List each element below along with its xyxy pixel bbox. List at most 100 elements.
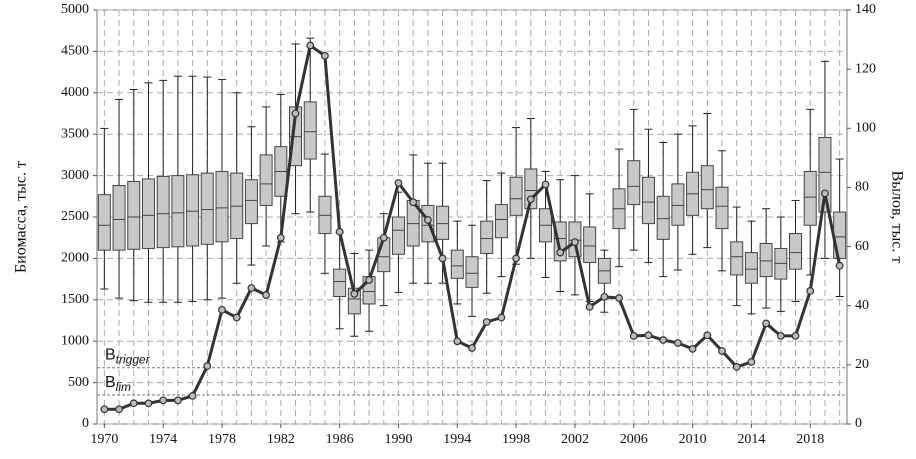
catch-point: [423, 216, 432, 224]
catch-point: [291, 109, 300, 118]
catch-point: [791, 331, 800, 340]
box: [333, 268, 347, 297]
y-tick-label: 0: [82, 416, 89, 431]
y-tick-label: 3000: [61, 168, 89, 183]
box: [641, 176, 655, 225]
catch-point: [379, 233, 388, 242]
y-tick-label: 2500: [61, 209, 89, 224]
y-tick-label: 500: [68, 375, 89, 390]
catch-point: [762, 319, 771, 328]
catch-point: [276, 233, 285, 242]
box: [671, 183, 685, 226]
box: [583, 226, 597, 264]
y2-axis-title: Вылов, тыс. т: [888, 171, 905, 264]
box: [200, 172, 214, 245]
catch-point: [512, 254, 521, 263]
y2-tick-label: 0: [855, 416, 862, 431]
box: [450, 249, 464, 279]
box: [744, 252, 758, 284]
box: [303, 101, 317, 160]
catch-point: [585, 302, 594, 311]
box: [141, 178, 155, 249]
catch-point: [115, 405, 123, 414]
box: [700, 165, 714, 210]
box: [803, 170, 817, 226]
y2-tick-label: 20: [855, 357, 869, 372]
y2-tick-label: 60: [855, 239, 869, 254]
y-tick-label: 1000: [61, 333, 89, 348]
catch-point: [394, 179, 403, 187]
x-tick-label: 1978: [208, 432, 236, 447]
catch-point: [100, 405, 109, 414]
reference-subscript: trigger: [116, 353, 151, 367]
catch-point: [497, 313, 506, 322]
catch-point: [732, 363, 741, 371]
catch-point: [629, 331, 638, 340]
box: [377, 237, 391, 273]
box: [759, 242, 773, 278]
x-tick-label: 1994: [443, 432, 471, 447]
box: [391, 216, 405, 255]
catch-point: [688, 344, 697, 353]
x-tick-label: 2006: [620, 432, 648, 447]
box: [156, 175, 170, 249]
catch-point: [556, 248, 565, 257]
catch-point: [806, 287, 815, 295]
box: [186, 174, 200, 247]
y-axis-title: Биомасса, тыс. т: [13, 161, 30, 273]
x-tick-label: 1974: [149, 432, 177, 447]
y2-tick-label: 120: [855, 61, 876, 76]
catch-point: [526, 195, 535, 204]
catch-point: [262, 291, 271, 299]
box: [436, 205, 450, 240]
reference-symbol: B: [105, 374, 116, 391]
catch-point: [350, 289, 359, 298]
reference-subscript: lim: [116, 380, 131, 394]
catch-point: [144, 399, 153, 408]
x-tick-label: 2018: [796, 432, 824, 447]
catch-point: [673, 339, 682, 347]
catch-point: [453, 337, 462, 346]
catch-point: [659, 336, 668, 344]
catch-point: [615, 294, 623, 302]
y-tick-label: 4000: [61, 85, 89, 100]
catch-point: [247, 284, 256, 292]
y2-tick-label: 100: [855, 121, 876, 136]
x-tick-label: 1970: [90, 432, 118, 447]
y-tick-label: 3500: [61, 126, 89, 141]
y-tick-label: 2000: [61, 251, 89, 266]
catch-point: [188, 392, 197, 400]
box: [715, 186, 729, 230]
x-tick-label: 2010: [679, 432, 707, 447]
x-tick-label: 1982: [267, 432, 295, 447]
catch-point: [203, 362, 212, 370]
box: [171, 175, 185, 248]
y2-tick-label: 140: [855, 2, 876, 17]
x-tick-label: 1998: [502, 432, 530, 447]
box: [789, 233, 803, 270]
y-tick-label: 4500: [61, 44, 89, 59]
box: [215, 170, 229, 243]
x-tick-label: 1986: [326, 432, 354, 447]
catch-point: [776, 331, 785, 340]
catch-point: [173, 396, 182, 405]
catch-point: [218, 305, 226, 314]
box: [494, 204, 508, 239]
catch-point: [365, 276, 373, 284]
catch-point: [600, 292, 609, 301]
catch-point: [306, 41, 315, 50]
y2-tick-label: 40: [855, 298, 869, 313]
box: [259, 154, 273, 206]
box: [730, 241, 744, 276]
catch-point: [321, 51, 329, 60]
box: [244, 179, 258, 225]
catch-point: [821, 189, 829, 198]
box: [97, 194, 111, 251]
catch-point: [335, 227, 344, 236]
reference-symbol: B: [105, 347, 116, 364]
catch-point: [438, 254, 447, 263]
catch-point: [468, 344, 476, 352]
catch-point: [644, 331, 653, 340]
catch-point: [541, 180, 550, 189]
reference-label: Blim: [105, 374, 131, 394]
